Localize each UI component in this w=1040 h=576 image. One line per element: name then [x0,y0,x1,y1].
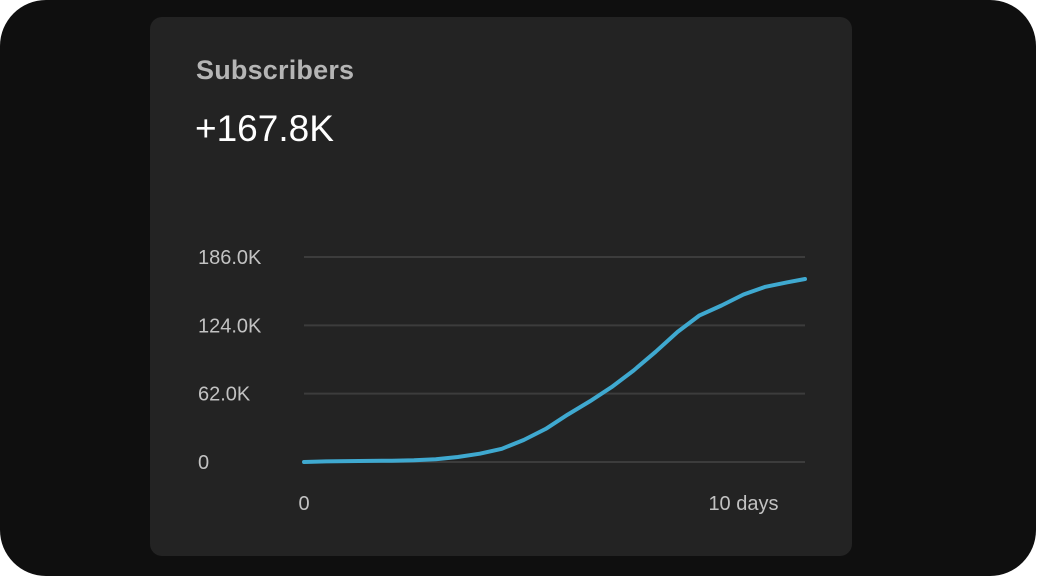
subscribers-line-chart: 0 62.0K 124.0K 186.0K 0 10 days [198,247,807,515]
card-title: Subscribers [196,55,355,85]
x-axis-labels: 0 10 days [298,493,778,515]
y-tick-label: 186.0K [198,247,262,269]
grid-lines [304,256,805,463]
subscribers-card: Subscribers +167.8K 0 62.0K 124.0K 186.0K 0… [150,17,852,556]
y-tick-label: 62.0K [198,384,251,406]
subscriber-count: +167.8K [195,108,334,149]
x-tick-label: 10 days [708,493,778,515]
subscribers-series-line [302,277,807,464]
y-axis-labels: 0 62.0K 124.0K 186.0K [198,247,262,474]
y-tick-label: 0 [198,452,209,474]
series-line-layer [302,277,807,464]
y-tick-label: 124.0K [198,315,262,337]
x-tick-label: 0 [298,493,309,515]
